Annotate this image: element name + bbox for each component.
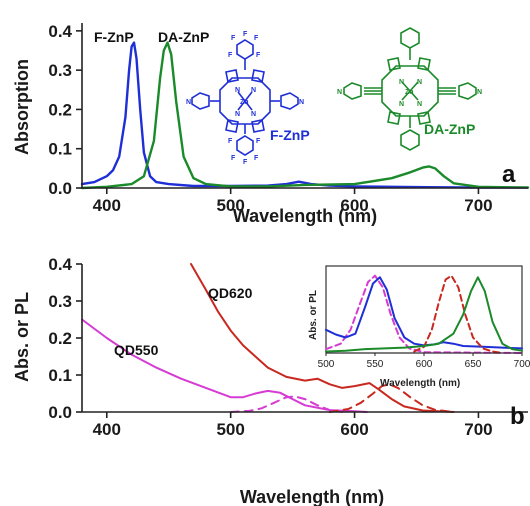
panel-b-x-tick-label-3: 700	[464, 420, 492, 439]
atom-n-pyridyl-right: N	[477, 89, 482, 96]
atom-n-1: N	[235, 87, 240, 94]
panel-a-x-tick-label-2: 600	[340, 196, 368, 215]
inset-x-tick-label-1: 550	[367, 359, 384, 370]
panel-a-y-tick-label-1: 0.1	[48, 140, 72, 159]
panel-a-axes: 400 500 600 700 0.0 0.1 0.2 0.3 0.4 Wavelength (n…	[12, 22, 528, 226]
panel-a-letter: a	[502, 161, 516, 188]
annotation-da-znp: DA-ZnP	[158, 29, 209, 45]
atom-n-pyridyl-left: N	[186, 99, 191, 106]
inset-x-tick-label-0: 500	[318, 359, 335, 370]
atom-f-7: F	[256, 138, 261, 145]
inset-axes: 500 550 600 650 700	[318, 352, 530, 370]
panel-b-curves	[81, 263, 455, 413]
atom-f-4: F	[256, 52, 261, 59]
annotation-qd620: QD620	[208, 285, 253, 301]
panel-b-y-axis-title: Abs. or PL	[12, 292, 32, 382]
atom-zn: Zn	[405, 89, 414, 96]
panel-a-x-tick-label-1: 500	[216, 196, 244, 215]
panel-a-y-tick-label-0: 0.0	[48, 179, 72, 198]
atom-f-10: F	[243, 159, 248, 166]
panel-a-y-tick-label-2: 0.2	[48, 100, 72, 119]
annotation-qd550: QD550	[114, 342, 159, 358]
da-znp-structure-label: DA-ZnP	[424, 121, 475, 137]
inset-x-tick-label-4: 700	[514, 359, 530, 370]
panel-b-series-1-line	[229, 395, 344, 413]
panel-b-x-tick-label-2: 600	[340, 420, 368, 439]
inset-x-axis-title: Wavelength (nm)	[380, 378, 460, 389]
atom-n-3: N	[235, 111, 240, 118]
inset-frame	[325, 265, 523, 354]
atom-f-2: F	[254, 35, 259, 42]
inset-series-3-line	[325, 276, 523, 353]
panel-a-y-tick-label-3: 0.3	[48, 61, 72, 80]
panel-b-y-tick-label-3: 0.3	[48, 292, 72, 311]
panel-b-axes: 400 500 600 700 0.0 0.1 0.2 0.3 0.4 Wavelength (n…	[12, 255, 528, 506]
panel-a-series-0-line	[80, 41, 530, 189]
atom-n-pyridyl-right: N	[299, 99, 304, 106]
inset-series-0-line	[325, 274, 523, 354]
panel-b-series-2-line	[190, 263, 455, 413]
panel-b-x-axis-title: Wavelength (nm)	[240, 487, 384, 506]
panel-b-y-tick-label-2: 0.2	[48, 329, 72, 348]
panel-a-x-axis-title: Wavelength (nm)	[233, 206, 377, 226]
inset-y-axis-title: Abs. or PL	[308, 290, 319, 340]
f-znp-structure-label: F-ZnP	[270, 127, 310, 143]
inset-series-2-line	[413, 274, 504, 354]
panel-b-x-tick-label-1: 500	[216, 420, 244, 439]
inset-curves	[325, 274, 523, 354]
panel-b-inset: 500 550 600 650 700 Abs. or PL Wavelength (n…	[308, 265, 530, 389]
panel-a-x-tick-label-0: 400	[93, 196, 121, 215]
panel-a-series-1-line	[80, 41, 530, 190]
panel-a: 400 500 600 700 0.0 0.1 0.2 0.3 0.4 Wavelength (n…	[12, 22, 530, 226]
atom-n-pyridyl-left: N	[337, 89, 342, 96]
annotation-f-znp: F-ZnP	[94, 29, 134, 45]
atom-f-3: F	[228, 52, 233, 59]
panel-b-y-tick-label-0: 0.0	[48, 403, 72, 422]
atom-n-3: N	[399, 101, 404, 108]
atom-zn: Zn	[240, 99, 249, 106]
f-znp-atom-labels: F F F F F F F F F F N N N N N N Zn	[186, 31, 304, 166]
atom-n-1: N	[399, 79, 404, 86]
panel-b-series-0-line	[81, 318, 368, 413]
atom-f-6: F	[228, 138, 233, 145]
da-znp-structure	[343, 27, 477, 151]
panel-b-y-tick-label-1: 0.1	[48, 366, 72, 385]
da-znp-atom-labels: N N N N N N Zn	[337, 79, 482, 108]
atom-n-4: N	[251, 111, 256, 118]
atom-n-2: N	[417, 79, 422, 86]
panel-b-series-3-line	[328, 383, 455, 413]
panel-a-y-axis-title: Absorption	[12, 59, 32, 155]
atom-f-5: F	[243, 31, 248, 38]
atom-f-8: F	[231, 155, 236, 162]
panel-b: 400 500 600 700 0.0 0.1 0.2 0.3 0.4 Wavelength (n…	[12, 255, 530, 506]
panel-a-x-tick-label-3: 700	[464, 196, 492, 215]
atom-f-1: F	[231, 35, 236, 42]
f-znp-structure	[191, 39, 299, 156]
panel-b-letter: b	[510, 403, 525, 430]
panel-a-y-tick-label-4: 0.4	[48, 22, 72, 41]
inset-series-1-line	[325, 276, 523, 350]
inset-x-tick-label-3: 650	[465, 359, 482, 370]
atom-n-4: N	[417, 101, 422, 108]
inset-x-tick-label-2: 600	[416, 359, 433, 370]
panel-a-curves	[80, 41, 530, 190]
atom-n-2: N	[251, 87, 256, 94]
atom-f-9: F	[254, 155, 259, 162]
panel-b-y-tick-label-4: 0.4	[48, 255, 72, 274]
panel-b-x-tick-label-0: 400	[93, 420, 121, 439]
